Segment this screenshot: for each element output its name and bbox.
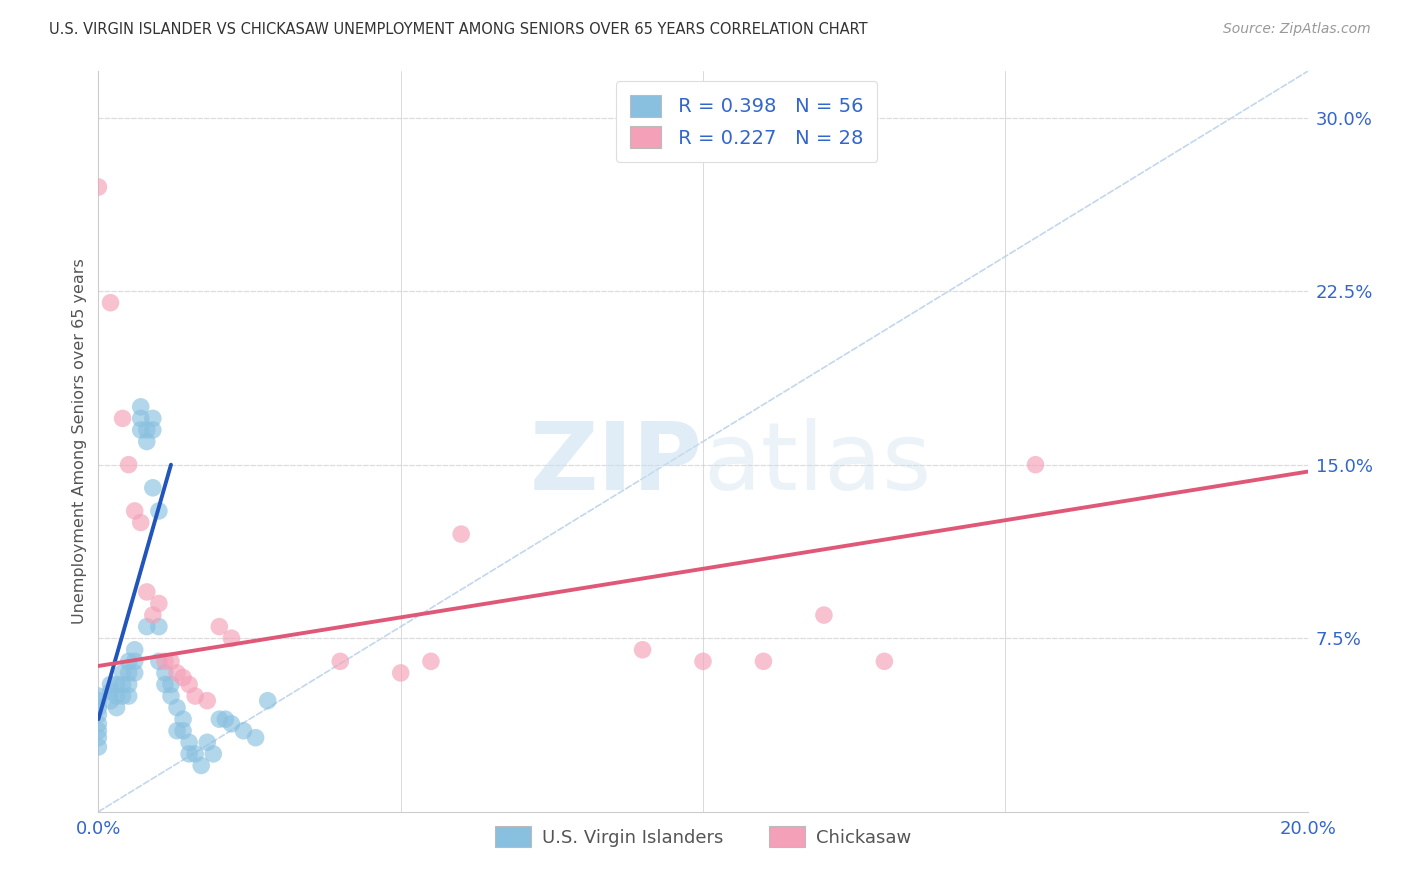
Point (195, 735, 218, 749)
Point (329, 654, 352, 668)
Point (87, 694, 110, 708)
Point (111, 677, 134, 691)
Point (87, 180, 110, 194)
Point (813, 608, 835, 623)
Point (148, 597, 170, 611)
Point (100, 677, 122, 691)
Point (221, 716, 243, 731)
Point (124, 504, 146, 518)
Point (172, 671, 194, 685)
Point (124, 642, 146, 657)
Point (214, 712, 236, 726)
Point (142, 411, 165, 425)
Point (450, 527, 472, 541)
Point (179, 677, 201, 691)
Point (153, 665, 176, 680)
Point (118, 665, 141, 680)
Point (100, 295, 122, 310)
Point (135, 434, 157, 449)
Point (160, 677, 183, 691)
Point (105, 677, 128, 691)
Point (232, 723, 254, 738)
Text: atlas: atlas (703, 417, 931, 509)
Point (148, 619, 170, 633)
Point (105, 700, 128, 714)
Point (87, 716, 110, 731)
Point (873, 654, 896, 668)
Point (153, 654, 176, 668)
Point (160, 689, 183, 703)
Point (129, 516, 152, 530)
Point (190, 758, 212, 772)
Point (124, 665, 146, 680)
Point (135, 619, 157, 633)
Point (111, 411, 134, 425)
Point (179, 747, 201, 761)
Point (179, 735, 201, 749)
Point (208, 619, 231, 633)
Text: U.S. VIRGIN ISLANDER VS CHICKASAW UNEMPLOYMENT AMONG SENIORS OVER 65 YEARS CORRE: U.S. VIRGIN ISLANDER VS CHICKASAW UNEMPL… (49, 22, 868, 37)
Point (148, 504, 170, 518)
Point (100, 684, 122, 698)
Point (87, 689, 110, 703)
Point (631, 642, 654, 657)
Point (129, 400, 152, 414)
Point (166, 723, 188, 738)
Point (135, 585, 157, 599)
Point (111, 689, 134, 703)
Point (166, 665, 188, 680)
Point (420, 654, 443, 668)
Point (184, 689, 207, 703)
Point (87, 739, 110, 754)
Point (160, 654, 183, 668)
Point (105, 689, 128, 703)
Point (87, 731, 110, 745)
Point (256, 694, 278, 708)
Point (752, 654, 775, 668)
Point (172, 712, 194, 726)
Point (692, 654, 714, 668)
Point (111, 665, 134, 680)
Point (129, 411, 152, 425)
Point (100, 694, 122, 708)
Point (129, 423, 152, 437)
Point (118, 689, 141, 703)
Point (142, 608, 165, 623)
Point (148, 654, 170, 668)
Point (184, 747, 207, 761)
Legend: U.S. Virgin Islanders, Chickasaw: U.S. Virgin Islanders, Chickasaw (488, 819, 918, 855)
Point (124, 654, 146, 668)
Point (245, 731, 267, 745)
Text: ZIP: ZIP (530, 417, 703, 509)
Point (172, 723, 194, 738)
Point (118, 458, 141, 472)
Point (142, 423, 165, 437)
Point (87, 707, 110, 722)
Point (1024, 458, 1046, 472)
Point (87, 700, 110, 714)
Point (166, 700, 188, 714)
Point (389, 665, 412, 680)
Point (202, 747, 225, 761)
Point (221, 631, 243, 645)
Point (135, 423, 157, 437)
Point (87, 723, 110, 738)
Point (195, 694, 218, 708)
Text: Source: ZipAtlas.com: Source: ZipAtlas.com (1223, 22, 1371, 37)
Point (118, 654, 141, 668)
Y-axis label: Unemployment Among Seniors over 65 years: Unemployment Among Seniors over 65 years (72, 259, 87, 624)
Point (208, 712, 231, 726)
Point (142, 481, 165, 495)
Point (118, 677, 141, 691)
Point (153, 677, 176, 691)
